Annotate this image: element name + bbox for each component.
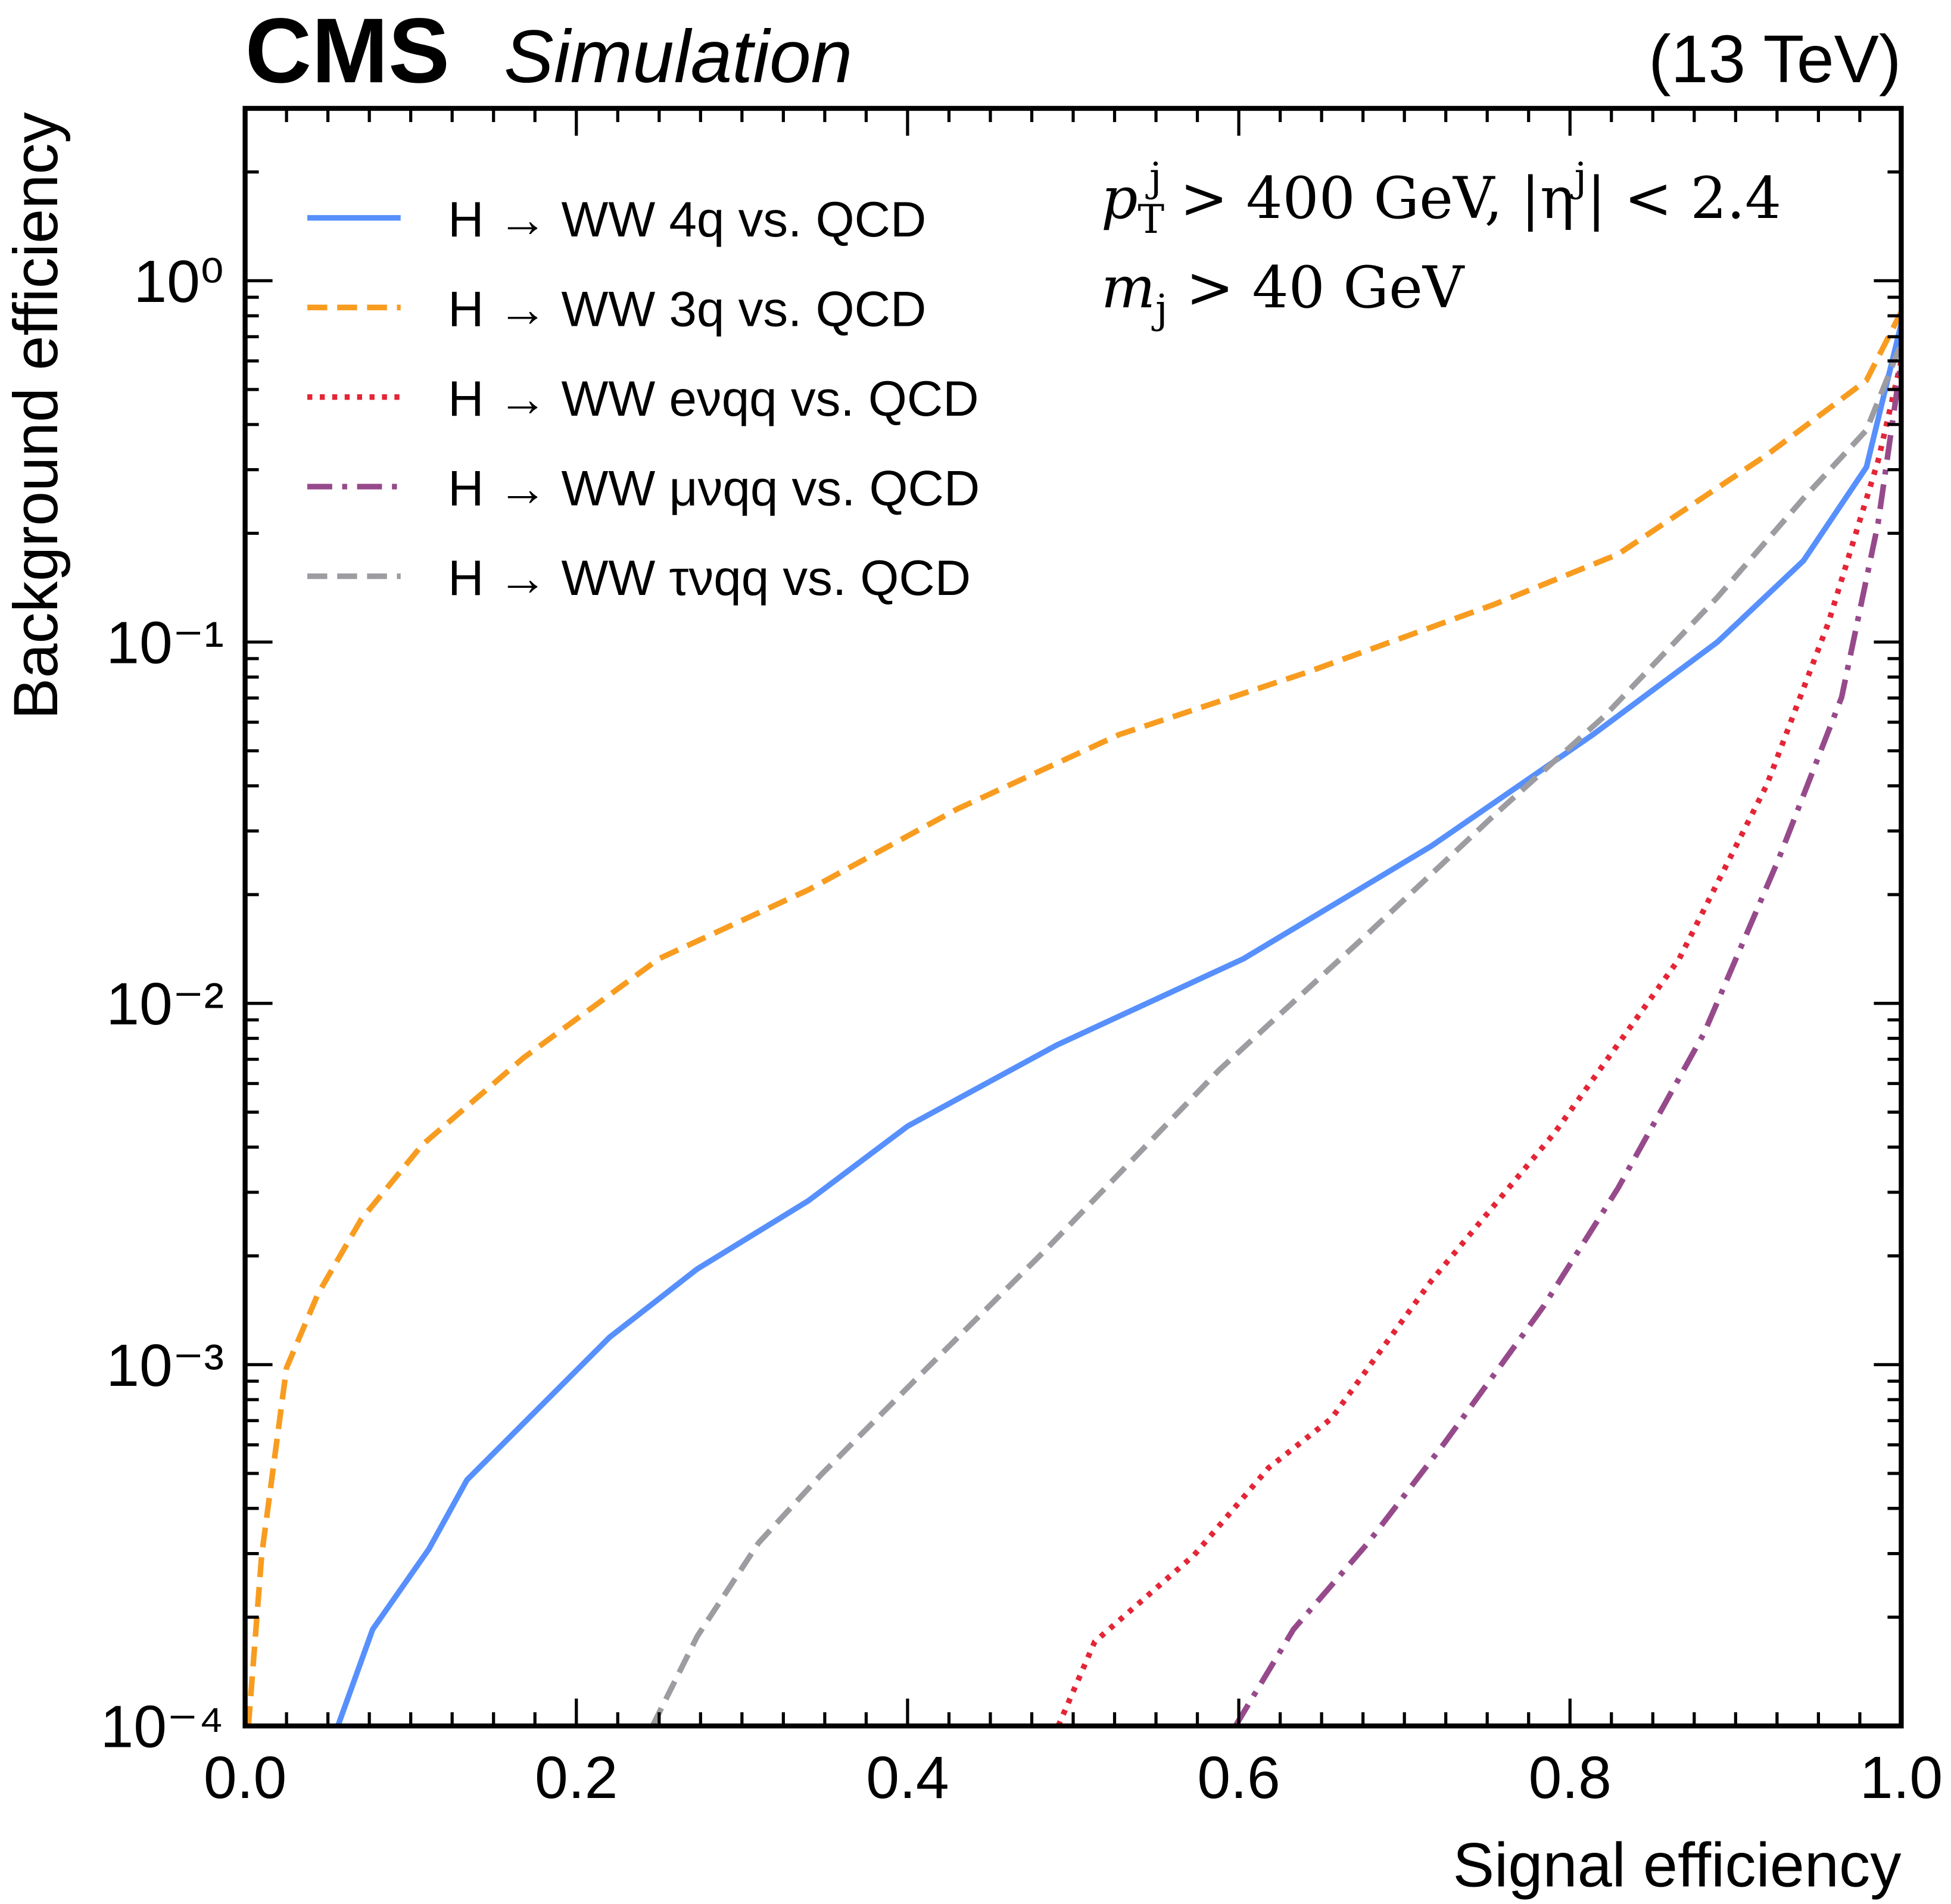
x-axis-label: Signal efficiency <box>1453 1831 1902 1900</box>
series-line <box>1055 360 1902 1727</box>
plot-frame <box>242 105 1904 1729</box>
y-tick-label: 10⁻⁴ <box>101 1694 225 1760</box>
annotation-part: > 40 GeV <box>1168 254 1465 321</box>
legend-label: H → WW τνqq vs. QCD <box>448 550 971 606</box>
annotation-part: m <box>1101 254 1155 321</box>
x-tick-label: 0.0 <box>204 1744 286 1811</box>
annotation-part: | < 2.4 <box>1587 165 1781 232</box>
series-line <box>335 323 1902 1727</box>
legend-label: H → WW eνqq vs. QCD <box>448 370 978 426</box>
y-tick-label: 10⁻¹ <box>106 610 224 677</box>
annotation-part: p <box>1101 165 1138 232</box>
x-tick-label: 0.6 <box>1197 1744 1280 1811</box>
y-tick-label: 10⁻² <box>106 971 224 1037</box>
legend-label: H → WW 3q vs. QCD <box>448 281 926 337</box>
x-tick-label: 0.2 <box>535 1744 618 1811</box>
series-line <box>650 342 1902 1727</box>
y-axis-label: Background efficiency <box>1 111 71 719</box>
energy-label: (13 TeV) <box>1648 21 1901 96</box>
x-tick-label: 1.0 <box>1860 1744 1943 1811</box>
annotation: pTj > 400 GeV, |ηj| < 2.4 <box>1101 154 1781 242</box>
y-tick-label: 10⁻³ <box>106 1332 224 1399</box>
series-line <box>245 310 1902 1727</box>
annotation: mj > 40 GeV <box>1101 254 1465 332</box>
series-line <box>1233 360 1902 1727</box>
y-tick-label: 10⁰ <box>133 248 224 315</box>
chart-title: CMS <box>245 0 450 102</box>
x-tick-label: 0.8 <box>1529 1744 1612 1811</box>
chart-subtitle: Simulation <box>504 15 852 98</box>
legend-label: H → WW 4q vs. QCD <box>448 191 926 247</box>
annotation-part: T <box>1138 196 1165 242</box>
legend-label: H → WW μνqq vs. QCD <box>448 460 980 516</box>
annotation-part: j <box>1145 154 1162 200</box>
annotation-part: > 400 GeV, |η <box>1162 165 1575 232</box>
x-tick-label: 0.4 <box>866 1744 949 1811</box>
